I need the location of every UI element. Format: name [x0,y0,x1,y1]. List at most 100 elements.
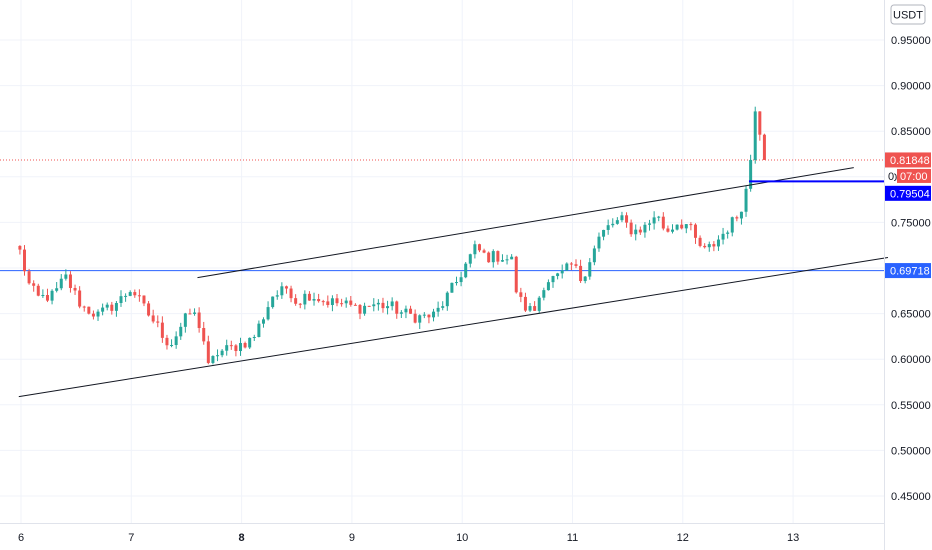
candle-body [133,292,137,296]
candle-body [739,211,743,219]
candle-body [606,225,610,230]
candle-body [583,276,587,282]
x-tick-label: 9 [349,532,355,544]
candle-body [514,256,518,293]
candle-body [280,286,284,296]
y-tick-label: 0.90000 [891,81,931,93]
x-tick-label: 12 [677,532,689,544]
candle-body [657,216,661,218]
candle-body [445,292,449,307]
candle-body [124,295,128,297]
candle-body [712,244,716,247]
candle-body [381,302,385,309]
candle-body [367,305,371,307]
candle-body [225,345,229,351]
candle-body [353,304,357,306]
candle-body [82,306,86,308]
candle-body [330,298,334,306]
candle-body [45,295,49,301]
candle-body [477,244,481,251]
candle-body [758,111,762,135]
candle-body [170,345,174,347]
candle-body [698,237,702,246]
candle-body [147,303,151,316]
price-tags: 0.81848 0 07:00 0.79504 0.69718 [885,152,931,279]
candle-body [560,270,564,274]
candle-body [615,220,619,224]
candle-body [730,217,734,233]
candle-body [183,313,187,327]
candle-body [569,263,573,265]
current-price-tag-text: 0.81848 [890,155,930,167]
currency-badge[interactable] [890,4,926,25]
candle-body [537,297,541,311]
candle-body [174,336,178,346]
candle-body [257,323,261,337]
candle-body [156,321,160,323]
candle-body [464,263,468,278]
y-tick-label: 0.50000 [891,445,931,457]
level-lines [0,159,884,272]
candle-body [436,307,440,312]
candle-body [542,290,546,298]
candle-body [707,244,711,248]
candle-body [592,248,596,263]
candle-body [220,350,224,356]
candle-body [625,215,629,223]
candle-body [27,271,31,284]
y-tick-label: 0.60000 [891,354,931,366]
candle-body [652,217,656,224]
x-tick-label: 13 [787,532,799,544]
x-tick-label: 8 [239,532,245,544]
candle-body [234,345,238,352]
x-tick-label: 10 [456,532,468,544]
candle-body [450,282,454,293]
candle-body [638,229,642,233]
candle-body [703,245,707,248]
candle-body [441,306,445,308]
candle-body [455,282,459,284]
candle-body [275,295,279,297]
candle-body [114,303,118,311]
candle-body [399,312,403,314]
y-tick-label: 0.45000 [891,491,931,503]
candle-body [432,311,436,318]
candle-body [252,336,256,338]
candle-body [284,286,288,289]
channel-upper-line[interactable] [197,167,854,279]
candle-body [629,222,633,235]
candle-body [271,296,275,308]
candle-body [716,239,720,247]
candle-body [588,262,592,277]
candle-body [179,326,183,337]
candle-body [87,306,91,314]
candle-body [744,188,748,212]
candle-body [142,295,146,304]
candle-body [671,229,675,232]
candle-body [546,282,550,291]
resistance-tag-text: 0.79504 [890,188,930,200]
candle-body [680,224,684,229]
candle-body [119,296,123,304]
candle-body [648,223,652,225]
channel-lower-line[interactable] [18,257,889,398]
candle-body [735,217,739,219]
countdown-prefix: 0 [888,171,894,183]
candle-body [487,252,491,263]
candle-body [376,302,380,305]
candle-body [261,319,265,324]
candle-body [693,224,697,238]
candle-body [749,159,753,189]
candle-body [165,337,169,346]
candle-body [505,259,509,261]
candle-body [243,343,247,348]
candle-body [409,308,413,314]
candle-body [55,288,59,291]
candle-body [422,314,426,316]
candle-body [413,313,417,323]
candle-body [110,304,114,311]
candle-body [248,337,252,348]
